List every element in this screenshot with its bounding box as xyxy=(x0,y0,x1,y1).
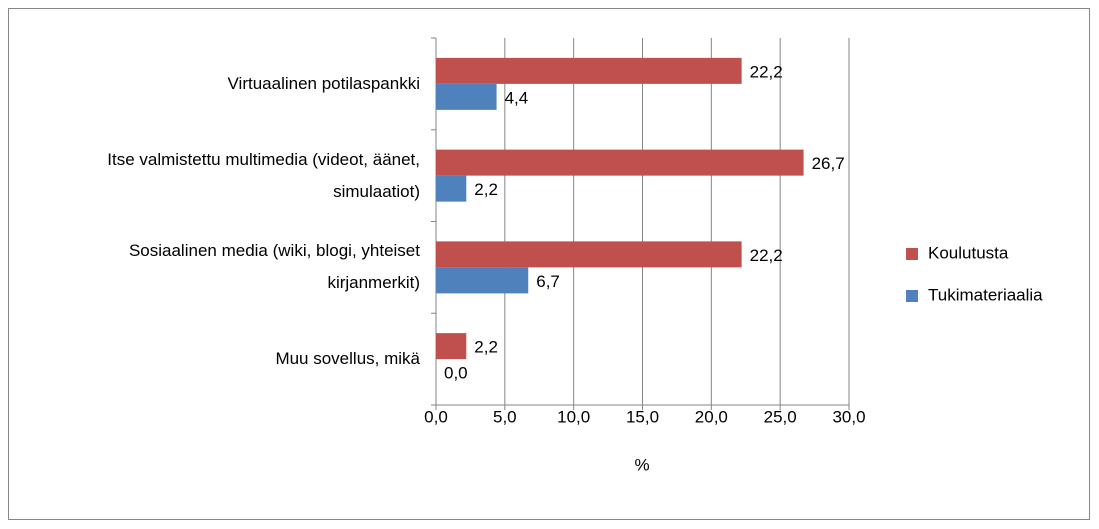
x-tick-label: 10,0 xyxy=(557,407,590,426)
x-tick-label: 25,0 xyxy=(764,407,797,426)
data-label: 26,7 xyxy=(812,154,845,173)
y-tick-label: Virtuaalinen potilaspankki xyxy=(227,73,420,93)
data-label: 22,2 xyxy=(750,246,783,265)
bar xyxy=(436,175,467,202)
legend-swatch xyxy=(906,248,918,260)
y-tick-label: Itse valmistettu multimedia (videot, ään… xyxy=(107,149,420,201)
bar xyxy=(436,333,467,360)
data-label: 6,7 xyxy=(536,272,560,291)
data-label: 2,2 xyxy=(474,338,498,357)
y-tick-label: Sosiaalinen media (wiki, blogi, yhteiset… xyxy=(128,241,420,293)
data-label: 4,4 xyxy=(505,88,529,107)
x-tick-label: 30,0 xyxy=(832,407,865,426)
chart-border xyxy=(8,8,1090,520)
y-tick-label: Muu sovellus, mikä xyxy=(275,349,420,369)
bar xyxy=(436,57,742,84)
data-label: 0,0 xyxy=(444,364,468,383)
legend-swatch xyxy=(906,290,918,302)
bar xyxy=(436,241,742,268)
bar xyxy=(436,83,497,110)
legend-label: Koulutusta xyxy=(928,243,1009,262)
data-label: 22,2 xyxy=(750,62,783,81)
data-label: 2,2 xyxy=(474,180,498,199)
legend-label: Tukimateriaalia xyxy=(928,285,1043,304)
bar xyxy=(436,267,529,294)
x-tick-label: 0,0 xyxy=(424,407,448,426)
x-tick-label: 5,0 xyxy=(493,407,517,426)
bar xyxy=(436,149,804,176)
x-tick-label: 20,0 xyxy=(695,407,728,426)
x-tick-label: 15,0 xyxy=(626,407,659,426)
x-axis-label: % xyxy=(634,455,649,474)
